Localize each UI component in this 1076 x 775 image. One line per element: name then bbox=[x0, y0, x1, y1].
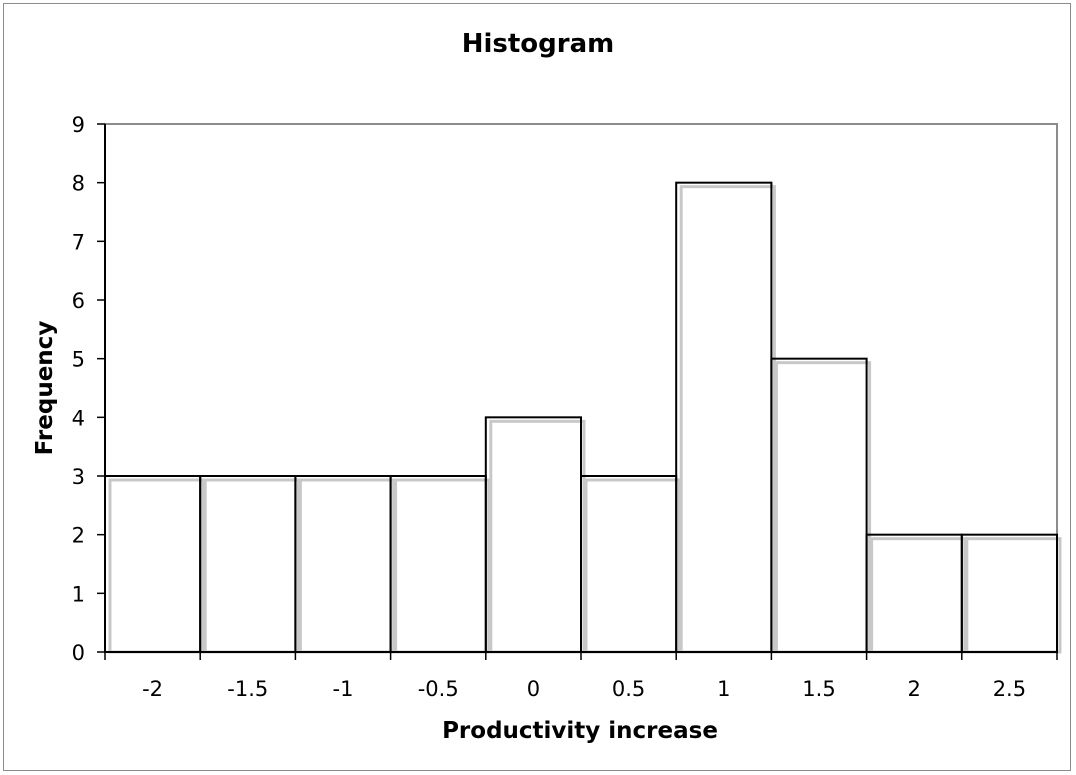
y-tick-label: 0 bbox=[72, 641, 85, 665]
x-tick-label: -0.5 bbox=[418, 677, 459, 701]
x-tick-label: 1.5 bbox=[802, 677, 835, 701]
bar-shadow bbox=[108, 478, 205, 654]
x-axis: -2 -1.5 -1 -0.5 0 0.5 1 1.5 2 2.5 bbox=[104, 651, 1058, 701]
x-tick-label: -1 bbox=[333, 677, 354, 701]
bar-shadow bbox=[870, 537, 967, 654]
x-tick-label: 1 bbox=[717, 677, 730, 701]
x-tick-label: -1.5 bbox=[227, 677, 268, 701]
bar-shadow bbox=[203, 478, 300, 654]
x-tick-label: 0 bbox=[527, 677, 540, 701]
bar-1.5 bbox=[770, 357, 868, 653]
chart-title: Histogram bbox=[462, 29, 615, 59]
y-tick-label: 5 bbox=[72, 348, 85, 372]
x-tick-label: 2.5 bbox=[993, 677, 1026, 701]
bar--1 bbox=[294, 475, 392, 653]
y-tick-label: 7 bbox=[72, 230, 85, 254]
bar--2 bbox=[104, 475, 202, 653]
y-tick-label: 4 bbox=[72, 406, 85, 430]
y-axis-label: Frequency bbox=[32, 321, 58, 456]
x-axis-label: Productivity increase bbox=[442, 718, 718, 744]
y-tick-label: 8 bbox=[72, 172, 85, 196]
bar-shadow bbox=[965, 537, 1062, 654]
y-tick-label: 1 bbox=[72, 582, 85, 606]
chart-frame bbox=[3, 3, 1071, 771]
bar-shadow bbox=[298, 478, 396, 654]
bar-2 bbox=[865, 533, 963, 654]
bar-0.5 bbox=[580, 475, 678, 653]
bar--0.5 bbox=[389, 475, 487, 653]
y-tick-label: 2 bbox=[72, 524, 85, 548]
bar--1.5 bbox=[199, 475, 297, 653]
y-tick-label: 6 bbox=[72, 289, 85, 313]
bar-1 bbox=[675, 181, 773, 654]
y-tick-label: 9 bbox=[72, 113, 85, 137]
x-tick-label: 2 bbox=[908, 677, 921, 701]
bars-group bbox=[104, 181, 1062, 654]
bar-shadow bbox=[774, 361, 872, 654]
bar-shadow bbox=[489, 419, 586, 654]
bar-0 bbox=[484, 416, 582, 654]
x-tick-label: 0.5 bbox=[612, 677, 645, 701]
y-tick-label: 3 bbox=[72, 465, 85, 489]
x-tick-label: -2 bbox=[142, 677, 163, 701]
bar-2.5 bbox=[960, 533, 1058, 654]
bar-shadow bbox=[394, 478, 491, 654]
y-axis: 0 1 2 3 4 5 6 7 8 9 bbox=[72, 113, 106, 665]
bar-shadow bbox=[679, 185, 776, 654]
bar-shadow bbox=[584, 478, 681, 654]
